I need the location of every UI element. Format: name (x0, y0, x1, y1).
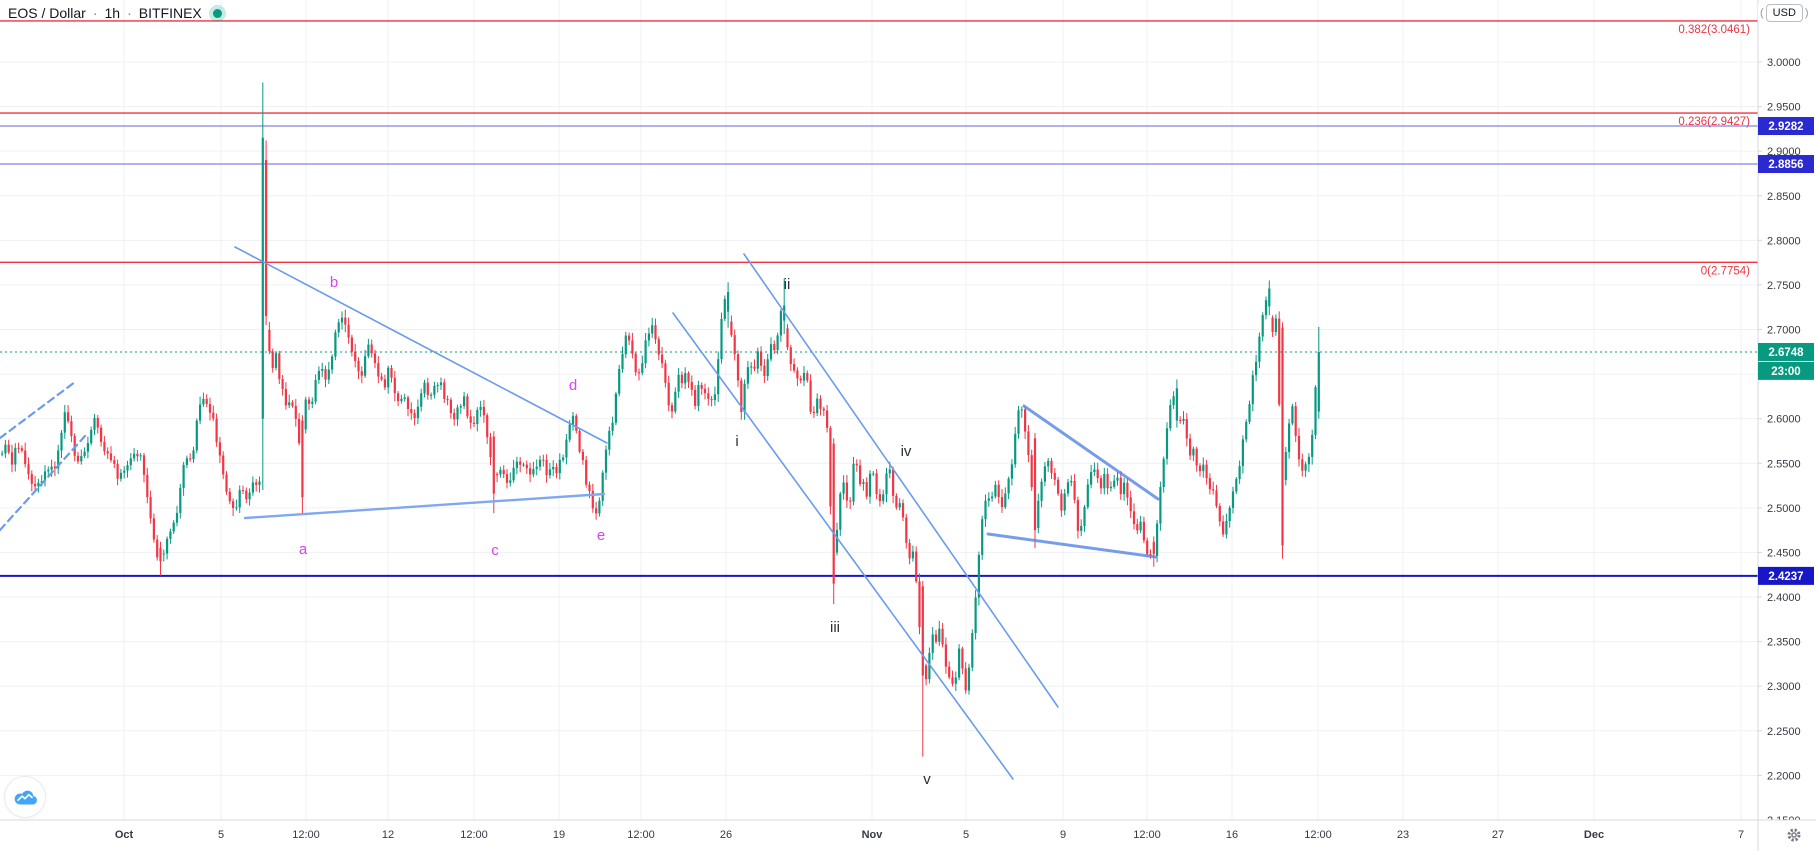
time-tick-label: 9 (1060, 829, 1066, 841)
triangle-bottom-a-c-e (243, 492, 606, 520)
interval-label[interactable]: 1h (104, 5, 121, 21)
dashed-channel-bottom (0, 434, 87, 532)
time-tick-label: 12:00 (627, 829, 655, 841)
time-tick-label: 7 (1738, 829, 1744, 841)
fib-label: 0.236(2.9427) (1678, 116, 1750, 128)
chart-snapshot-button[interactable] (4, 776, 46, 818)
currency-toggle[interactable]: ( USD ) (1758, 4, 1811, 22)
wave-label-iii: iii (830, 619, 840, 636)
time-tick-label: 23 (1397, 829, 1409, 841)
fib-labels: 0.382(3.0461) 0.236(2.9427) 0(2.7754) (1678, 24, 1750, 277)
timezone-settings-button[interactable] (1786, 827, 1802, 843)
header-separator: · (127, 5, 132, 21)
symbol-header[interactable]: EOS / Dollar · 1h · BITFINEX (8, 5, 222, 21)
price-badge-text: 2.4237 (1768, 571, 1803, 583)
time-tick-label: Nov (862, 829, 884, 841)
candlesticks (1, 82, 1320, 757)
price-tick-label: 2.6000 (1767, 414, 1801, 426)
wave-label-c: c (491, 542, 499, 559)
down-channel-left (672, 312, 1014, 780)
price-tick-label: 2.7500 (1767, 280, 1801, 292)
time-tick-label: 27 (1492, 829, 1504, 841)
price-badge-text: 2.8856 (1768, 159, 1803, 171)
price-axis[interactable]: 3.00002.95002.90002.85002.80002.75002.70… (1758, 0, 1816, 851)
wave-label-v: v (923, 771, 931, 788)
price-tick-label: 2.8000 (1767, 235, 1801, 247)
fib-label: 0.382(3.0461) (1678, 24, 1750, 36)
wave-label-e: e (597, 527, 605, 544)
wave-label-a: a (299, 541, 308, 558)
gear-icon (1787, 828, 1801, 842)
trendline-drawings[interactable] (0, 246, 1160, 780)
price-tick-label: 2.4000 (1767, 592, 1801, 604)
paren-left: ( (1760, 7, 1764, 19)
price-tick-label: 2.2500 (1767, 726, 1801, 738)
price-badge-text: 23:00 (1771, 366, 1800, 378)
price-badge (1758, 361, 1814, 380)
price-badge-text: 2.6748 (1768, 347, 1804, 359)
price-tick-label: 2.5500 (1767, 458, 1801, 470)
wave-label-b: b (330, 274, 338, 291)
wave-label-ii: ii (784, 276, 791, 293)
time-axis[interactable]: Oct 5 12:00 12 12:00 19 12:00 26 Nov 5 9 12:00 16 12:… (0, 820, 1816, 851)
header-separator: · (92, 5, 98, 21)
price-badge (1758, 117, 1814, 136)
wedge-top (1022, 404, 1160, 501)
price-tick-label: 2.2000 (1767, 770, 1801, 782)
dashed-channel-top (0, 380, 77, 440)
triangle-top-b-d (234, 246, 608, 444)
price-tick-label: 2.4500 (1767, 547, 1801, 559)
price-badges[interactable]: 2.9282 2.8856 2.6748 23:00 2.4237 (1758, 117, 1814, 585)
fib-label: 0(2.7754) (1701, 265, 1750, 277)
time-tick-label: 12 (382, 829, 394, 841)
time-tick-label: 12:00 (1133, 829, 1161, 841)
time-tick-label: Oct (115, 829, 134, 841)
price-badge (1758, 155, 1814, 174)
price-badge-text: 2.9282 (1768, 121, 1803, 133)
exchange-label: BITFINEX (138, 5, 202, 21)
wave-label-iv: iv (901, 443, 912, 460)
currency-usd-button[interactable]: USD (1765, 4, 1803, 22)
wave-label-i: i (735, 433, 738, 450)
time-tick-label: 19 (553, 829, 565, 841)
wave-label-d: d (569, 377, 577, 394)
price-tick-label: 2.8500 (1767, 191, 1801, 203)
wedge-bottom (986, 532, 1158, 559)
price-level-lines[interactable] (0, 20, 1758, 577)
time-tick-label: 12:00 (1304, 829, 1332, 841)
time-tick-label: 5 (963, 829, 969, 841)
market-status-dot[interactable] (212, 8, 222, 18)
time-tick-label: Dec (1584, 829, 1604, 841)
time-tick-label: 16 (1226, 829, 1238, 841)
down-channel-right (743, 253, 1059, 708)
time-tick-label: 5 (218, 829, 224, 841)
time-tick-label: 26 (720, 829, 732, 841)
time-tick-label: 12:00 (292, 829, 320, 841)
price-tick-label: 3.0000 (1767, 57, 1801, 69)
paren-right: ) (1804, 7, 1809, 19)
symbol-title[interactable]: EOS / Dollar (8, 5, 86, 21)
time-tick-label: 12:00 (460, 829, 488, 841)
price-tick-label: 2.3500 (1767, 637, 1801, 649)
price-tick-label: 2.3000 (1767, 681, 1801, 693)
price-tick-label: 2.5000 (1767, 503, 1801, 515)
price-badge (1758, 566, 1814, 585)
price-tick-label: 2.9500 (1767, 102, 1801, 114)
price-tick-label: 2.7000 (1767, 325, 1801, 337)
price-badge (1758, 342, 1814, 361)
mountain-chart-icon (14, 790, 37, 805)
